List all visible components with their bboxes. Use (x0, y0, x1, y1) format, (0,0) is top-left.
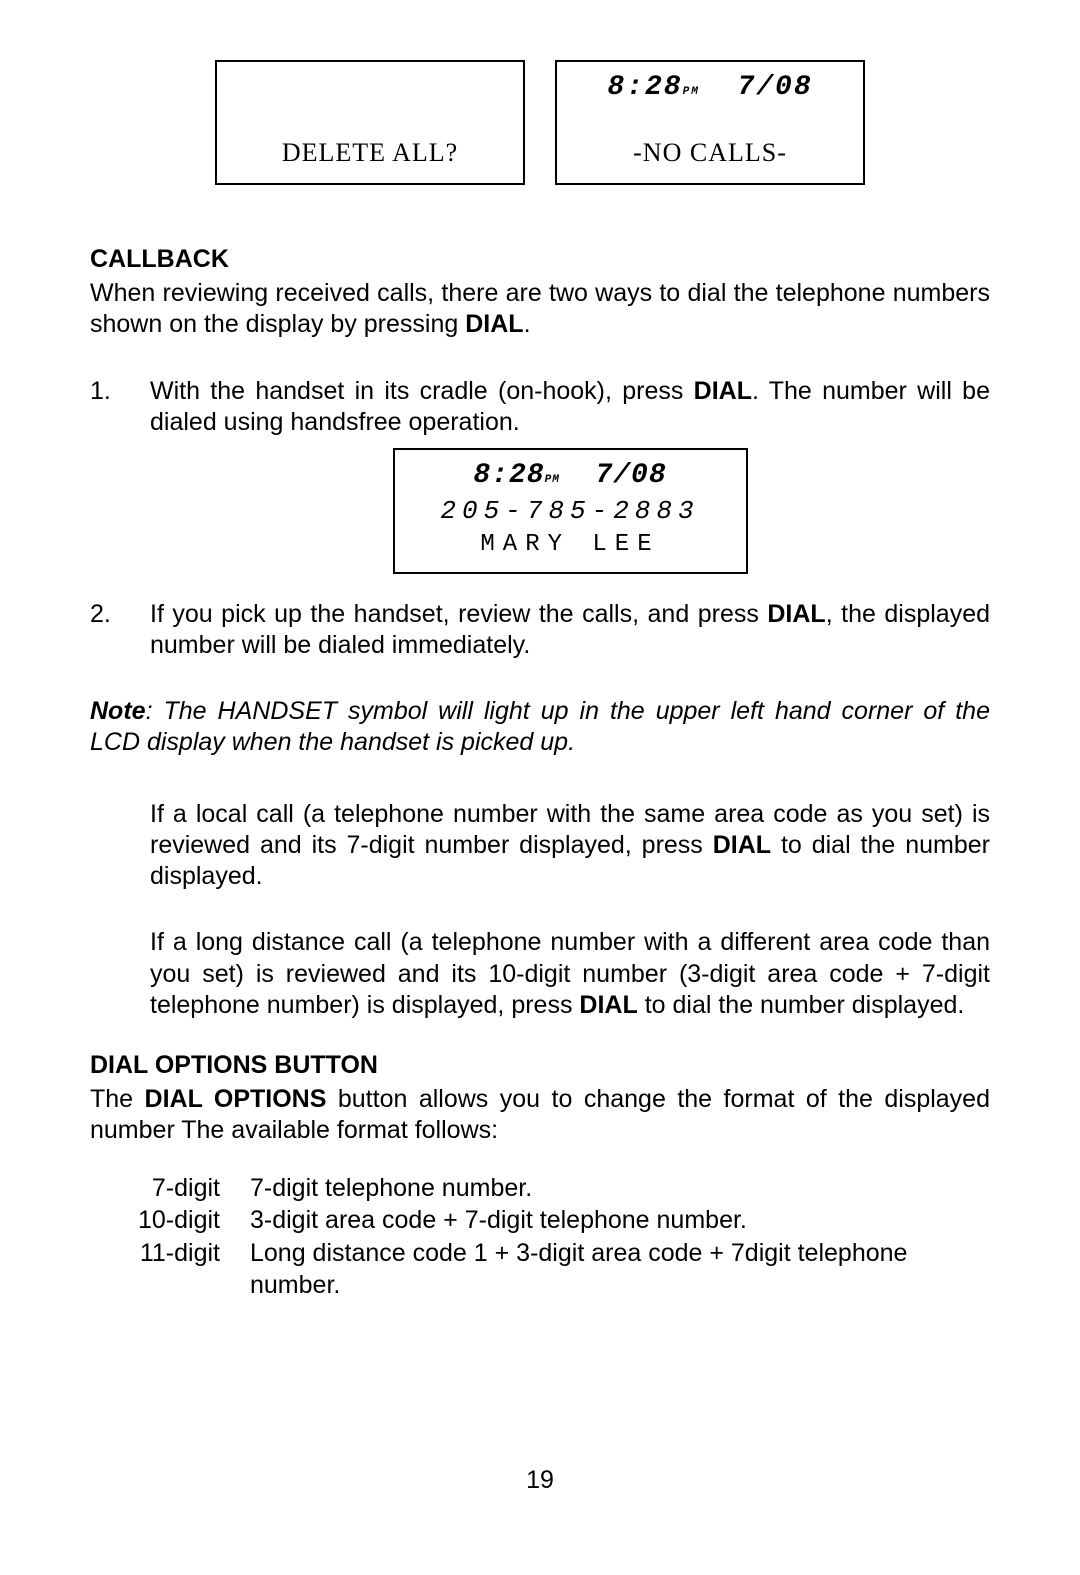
lcd-text: DELETE ALL? (282, 138, 458, 168)
callback-title: CALLBACK (90, 245, 990, 274)
display-delete-all: DELETE ALL? (215, 60, 525, 185)
page-number: 19 (0, 1466, 1080, 1495)
lcd-line (361, 72, 380, 103)
format-row: 7-digit 7-digit telephone number. (130, 1172, 990, 1205)
display-caller-id: 8:28PM 7/08 205-785-2883 MARY LEE (393, 448, 748, 574)
lcd-name: MARY LEE (395, 530, 746, 560)
note-label: Note (90, 697, 146, 725)
top-display-row: DELETE ALL? 8:28PM 7/08 -NO CALLS- (90, 60, 990, 185)
format-desc: Long distance code 1 + 3-digit area code… (250, 1237, 990, 1302)
item-number: 2. (90, 599, 150, 662)
callback-item-1: 1. With the handset in its cradle (on-ho… (90, 376, 990, 574)
dial-options-intro: The DIAL OPTIONS button allows you to ch… (90, 1084, 990, 1147)
format-label: 10-digit (130, 1204, 250, 1237)
item-body: With the handset in its cradle (on-hook)… (150, 376, 990, 574)
lcd-time-line: 8:28PM 7/08 (395, 458, 746, 493)
display-no-calls: 8:28PM 7/08 -NO CALLS- (555, 60, 865, 185)
long-distance-note: If a long distance call (a telephone num… (150, 927, 990, 1021)
item-number: 1. (90, 376, 150, 574)
format-label: 11-digit (130, 1237, 250, 1302)
lcd-line: 8:28PM 7/08 (607, 72, 812, 103)
note-block: Note: The HANDSET symbol will light up i… (90, 696, 990, 759)
format-table: 7-digit 7-digit telephone number. 10-dig… (130, 1172, 990, 1302)
item-body: If you pick up the handset, review the c… (150, 599, 990, 662)
dial-options-title: DIAL OPTIONS BUTTON (90, 1051, 990, 1080)
format-desc: 3-digit area code + 7-digit telephone nu… (250, 1204, 990, 1237)
format-label: 7-digit (130, 1172, 250, 1205)
lcd-text: -NO CALLS- (633, 138, 787, 168)
callback-intro: When reviewing received calls, there are… (90, 278, 990, 341)
lcd-phone: 205-785-2883 (395, 495, 746, 528)
format-desc: 7-digit telephone number. (250, 1172, 990, 1205)
format-row: 10-digit 3-digit area code + 7-digit tel… (130, 1204, 990, 1237)
callback-item-2: 2. If you pick up the handset, review th… (90, 599, 990, 662)
format-row: 11-digit Long distance code 1 + 3-digit … (130, 1237, 990, 1302)
local-call-note: If a local call (a telephone number with… (150, 799, 990, 893)
